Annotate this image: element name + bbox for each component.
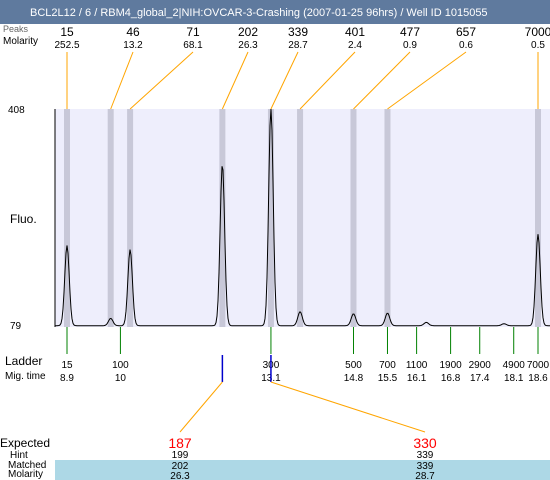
matched-size-label: 339 [417, 461, 434, 472]
peak-leader-line [299, 51, 356, 110]
ladder-size-label: 1900 [439, 360, 462, 371]
matched-row-band [55, 460, 550, 470]
matched-label: Matched [8, 460, 47, 471]
ladder-size-label: 7000 [527, 360, 550, 371]
ladder-size-label: 100 [112, 360, 129, 371]
peak-band [384, 109, 391, 327]
peaks-label: Peaks [3, 24, 29, 34]
matched-molarity-label: 28.7 [415, 471, 435, 480]
peak-size-label: 7000 [525, 25, 550, 39]
peak-molarity-label: 0.5 [531, 40, 545, 51]
y-axis-max-label: 408 [8, 105, 25, 116]
ladder-time-label: 16.8 [441, 373, 461, 384]
peak-molarity-label: 68.1 [183, 40, 203, 51]
peak-band [127, 109, 134, 327]
expected-size-label: 187 [168, 435, 192, 451]
peak-molarity-label: 252.5 [54, 40, 79, 51]
ladder-time-label: 16.1 [407, 373, 427, 384]
molarity-row-label: Molarity [3, 36, 39, 47]
peak-band [535, 109, 541, 327]
y-axis-label: Fluo. [10, 212, 37, 226]
ladder-time-label: 14.8 [344, 373, 364, 384]
peak-leader-line [129, 51, 194, 110]
hint-label: Hint [10, 450, 28, 461]
ladder-label: Ladder [5, 354, 43, 368]
ladder-time-label: 15.5 [378, 373, 398, 384]
bottom-molarity-label: Molarity [8, 469, 44, 480]
peak-molarity-label: 28.7 [288, 40, 308, 51]
ladder-time-label: 17.4 [470, 373, 490, 384]
peak-leader-line [387, 51, 467, 110]
peak-size-label: 657 [456, 25, 476, 39]
hint-size-label: 339 [417, 450, 434, 461]
peak-leader-line [270, 51, 299, 110]
matched-molarity-label: 26.3 [170, 471, 190, 480]
ladder-time-label: 18.1 [504, 373, 524, 384]
ladder-size-label: 4900 [503, 360, 526, 371]
peak-size-label: 339 [288, 25, 308, 39]
peak-band [267, 109, 274, 327]
mig-time-label: Mig. time [5, 371, 46, 382]
peak-band [350, 109, 357, 327]
peak-size-label: 71 [186, 25, 200, 39]
peak-leader-line [353, 51, 411, 110]
peak-size-label: 401 [345, 25, 365, 39]
hint-size-label: 199 [172, 450, 189, 461]
ladder-time-label: 10 [115, 373, 127, 384]
peak-size-label: 46 [126, 25, 140, 39]
peak-molarity-label: 13.2 [123, 40, 143, 51]
fluorescence-trace [55, 108, 550, 327]
peak-band [297, 109, 304, 327]
peak-molarity-label: 2.4 [348, 40, 362, 51]
peak-molarity-label: 0.6 [459, 40, 473, 51]
peak-band [219, 109, 226, 327]
ladder-time-label: 18.6 [528, 373, 548, 384]
peak-leader-line [221, 51, 249, 110]
peak-size-label: 202 [238, 25, 258, 39]
expected-label: Expected [0, 436, 51, 450]
molarity-row-band [55, 470, 550, 480]
peak-size-label: 15 [60, 25, 74, 39]
peak-band [107, 109, 114, 327]
peak-leader-line [110, 51, 134, 110]
ladder-size-label: 1100 [406, 360, 428, 371]
ladder-size-label: 700 [379, 360, 396, 371]
ladder-size-label: 500 [345, 360, 362, 371]
ladder-size-label: 15 [61, 360, 73, 371]
expected-leader-line [270, 381, 426, 433]
peak-size-label: 477 [400, 25, 420, 39]
chart-title: BCL2L12 / 6 / RBM4_global_2|NIH:OVCAR-3-… [30, 7, 488, 19]
peak-molarity-label: 0.9 [403, 40, 417, 51]
expected-leader-line [179, 381, 223, 433]
chart-header [0, 0, 550, 24]
peak-band [64, 109, 70, 327]
ladder-size-label: 2900 [469, 360, 492, 371]
y-axis-min-label: 79 [10, 321, 22, 332]
ladder-time-label: 8.9 [60, 373, 74, 384]
peak-molarity-label: 26.3 [238, 40, 258, 51]
expected-size-label: 330 [413, 435, 437, 451]
matched-size-label: 202 [172, 461, 189, 472]
